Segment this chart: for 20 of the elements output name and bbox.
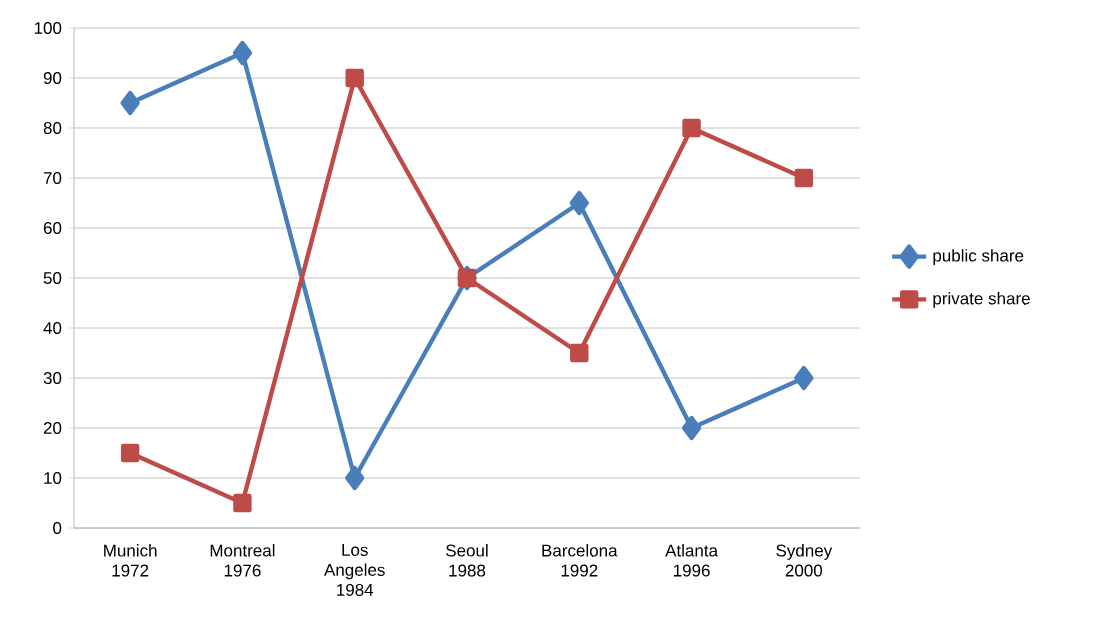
x-tick-label: Sydney 2000 bbox=[776, 544, 833, 577]
y-tick-label: 30 bbox=[43, 371, 62, 385]
y-tick-label: 80 bbox=[43, 121, 62, 134]
y-tick-label: 10 bbox=[44, 471, 62, 485]
x-tick-label: Los Angeles 1984 bbox=[324, 544, 385, 596]
y-tick-label: 90 bbox=[43, 71, 62, 84]
y-tick-label: 70 bbox=[43, 171, 62, 184]
x-tick-label: Barcelona 1992 bbox=[542, 544, 618, 577]
legend-label: private share bbox=[933, 291, 1030, 308]
y-tick-label: 100 bbox=[34, 21, 62, 34]
x-tick-label: Munich 1972 bbox=[104, 544, 157, 577]
y-tick-label: 40 bbox=[43, 321, 62, 335]
x-tick-label: Atlanta 1996 bbox=[665, 544, 719, 577]
y-tick-label: 20 bbox=[43, 421, 62, 435]
y-tick-label: 50 bbox=[43, 271, 62, 285]
y-tick-label: 0 bbox=[53, 521, 62, 535]
y-tick-label: 60 bbox=[43, 221, 62, 235]
x-tick-label: Seoul 1988 bbox=[446, 544, 488, 577]
x-tick-label: Montreal 1976 bbox=[210, 544, 275, 577]
legend-label: public share bbox=[933, 249, 1024, 265]
